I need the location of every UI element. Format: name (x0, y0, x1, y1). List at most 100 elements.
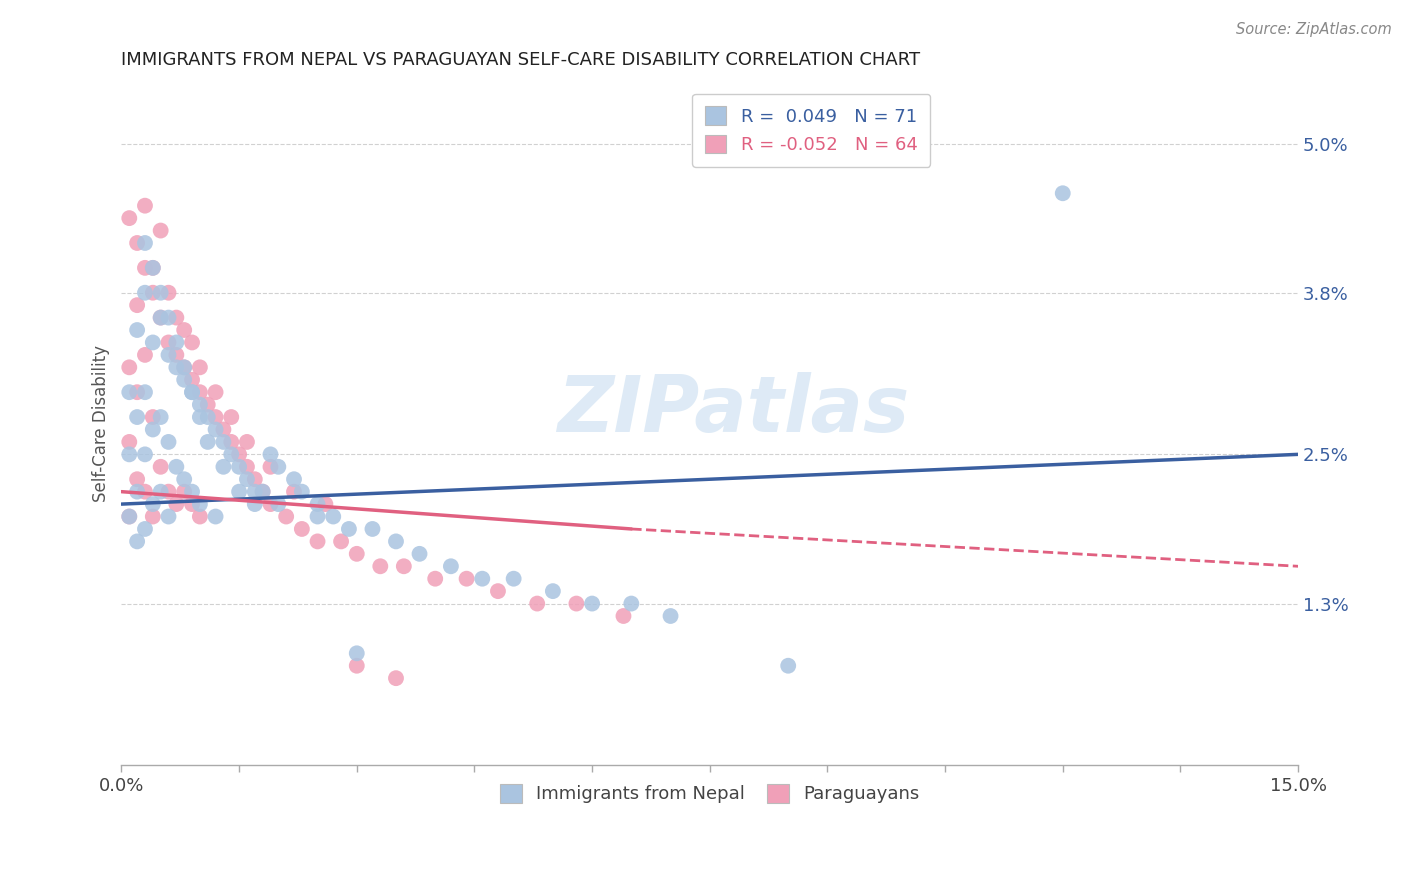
Point (134, 199, 156, 213)
Point (612, 609, 634, 624)
Point (165, 310, 187, 325)
Text: IMMIGRANTS FROM NEPAL VS PARAGUAYAN SELF-CARE DISABILITY CORRELATION CHART: IMMIGRANTS FROM NEPAL VS PARAGUAYAN SELF… (121, 51, 921, 69)
Point (142, 260, 165, 275)
Y-axis label: Self-Care Disability: Self-Care Disability (93, 345, 110, 502)
Point (157, 348, 180, 362)
Point (337, 522, 360, 536)
Point (149, 484, 172, 499)
Point (134, 385, 156, 400)
Point (243, 484, 266, 499)
Point (659, 609, 682, 624)
Point (149, 410, 172, 425)
Point (565, 597, 588, 611)
Point (283, 472, 305, 486)
Point (197, 398, 219, 412)
Point (346, 547, 368, 561)
Point (212, 434, 235, 449)
Point (127, 385, 149, 400)
Point (118, 447, 141, 461)
Point (228, 484, 250, 499)
Point (157, 434, 180, 449)
Point (236, 472, 259, 486)
Point (243, 497, 266, 511)
Point (361, 522, 384, 536)
Text: Source: ZipAtlas.com: Source: ZipAtlas.com (1236, 22, 1392, 37)
Point (173, 360, 195, 375)
Point (778, 658, 800, 673)
Point (322, 509, 344, 524)
Point (181, 373, 204, 387)
Point (188, 509, 211, 524)
Point (127, 298, 149, 312)
Text: ZIPatlas: ZIPatlas (557, 372, 910, 448)
Point (142, 285, 165, 300)
Point (142, 422, 165, 436)
Point (142, 335, 165, 350)
Point (134, 484, 156, 499)
Point (157, 484, 180, 499)
Point (157, 310, 180, 325)
Point (173, 323, 195, 337)
Point (204, 509, 226, 524)
Point (157, 335, 180, 350)
Point (385, 534, 408, 549)
Point (188, 385, 211, 400)
Point (219, 434, 242, 449)
Point (188, 360, 211, 375)
Point (149, 310, 172, 325)
Point (212, 422, 235, 436)
Point (149, 310, 172, 325)
Point (173, 472, 195, 486)
Point (252, 484, 274, 499)
Point (142, 497, 165, 511)
Point (165, 360, 187, 375)
Point (181, 385, 204, 400)
Point (197, 410, 219, 425)
Point (425, 572, 447, 586)
Point (1052, 186, 1074, 201)
Point (157, 509, 180, 524)
Point (259, 459, 281, 474)
Point (165, 348, 187, 362)
Point (502, 572, 524, 586)
Point (346, 646, 368, 660)
Point (118, 509, 141, 524)
Point (541, 584, 564, 599)
Point (134, 348, 156, 362)
Point (118, 385, 141, 400)
Point (127, 534, 149, 549)
Point (471, 572, 494, 586)
Point (127, 484, 149, 499)
Point (181, 484, 204, 499)
Point (142, 410, 165, 425)
Point (149, 223, 172, 237)
Point (127, 235, 149, 250)
Point (440, 559, 463, 574)
Point (259, 497, 281, 511)
Point (283, 484, 305, 499)
Point (330, 534, 353, 549)
Point (118, 509, 141, 524)
Point (134, 235, 156, 250)
Point (267, 459, 290, 474)
Point (188, 410, 211, 425)
Point (181, 497, 204, 511)
Point (228, 459, 250, 474)
Point (134, 285, 156, 300)
Point (392, 559, 415, 574)
Point (188, 398, 211, 412)
Point (368, 559, 391, 574)
Legend: Immigrants from Nepal, Paraguayans: Immigrants from Nepal, Paraguayans (489, 773, 931, 814)
Point (307, 497, 329, 511)
Point (385, 671, 408, 685)
Point (157, 285, 180, 300)
Point (188, 497, 211, 511)
Point (127, 323, 149, 337)
Point (291, 484, 314, 499)
Point (236, 434, 259, 449)
Point (142, 509, 165, 524)
Point (408, 547, 430, 561)
Point (127, 472, 149, 486)
Point (204, 422, 226, 436)
Point (291, 522, 314, 536)
